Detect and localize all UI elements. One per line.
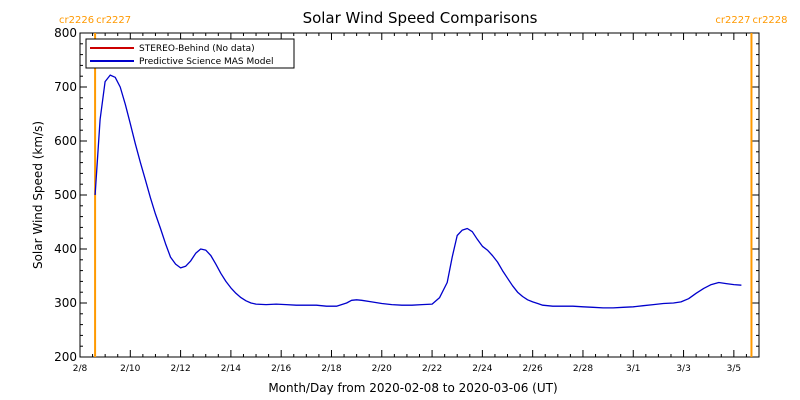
carrington-label-left: cr2227 [715,15,750,26]
y-tick-label: 700 [54,80,77,94]
x-tick-label: 2/10 [120,364,140,374]
y-axis-label: Solar Wind Speed (km/s) [31,121,45,269]
series-line-mas-model [94,74,742,309]
x-tick-label: 2/26 [523,364,543,374]
x-tick-label: 2/12 [170,364,190,374]
legend-box [85,38,295,69]
x-axis-ticks: 2/8 2/10 2/12 2/14 2/16 2/18 2/20 2/22 2/24 2/26 2… [73,33,760,374]
carrington-label-left: cr2226 [59,15,94,26]
x-tick-label: 2/8 [73,364,88,374]
x-tick-label: 2/22 [422,364,442,374]
chart-title: Solar Wind Speed Comparisons [303,9,538,27]
y-axis-ticks: 200 300 400 500 600 700 800 [54,26,759,364]
x-tick-label: 2/20 [372,364,392,374]
x-tick-label: 3/5 [727,364,741,374]
x-tick-label: 2/28 [573,364,593,374]
carrington-label-right: cr2228 [752,15,787,26]
y-tick-label: 500 [54,188,77,202]
legend: STEREO-Behind (No data) Predictive Scien… [85,38,295,69]
x-tick-label: 2/14 [221,364,241,374]
x-tick-label: 2/24 [472,364,492,374]
series-layer [94,74,742,309]
y-tick-label: 200 [54,350,77,364]
legend-label-stereo: STEREO-Behind (No data) [139,44,255,54]
x-axis-label: Month/Day from 2020-02-08 to 2020-03-06 … [268,381,557,395]
x-tick-label: 2/16 [271,364,291,374]
carrington-markers: cr2226 cr2227 cr2227 cr2228 [59,15,788,357]
y-tick-label: 400 [54,242,77,256]
legend-label-mas: Predictive Science MAS Model [139,57,274,67]
x-tick-label: 3/3 [676,364,690,374]
y-tick-label: 300 [54,296,77,310]
plot-frame [79,32,760,358]
x-tick-label: 3/1 [626,364,640,374]
y-tick-label: 800 [54,26,77,40]
carrington-label-right: cr2227 [96,15,131,26]
y-tick-label: 600 [54,134,77,148]
x-tick-label: 2/18 [321,364,341,374]
